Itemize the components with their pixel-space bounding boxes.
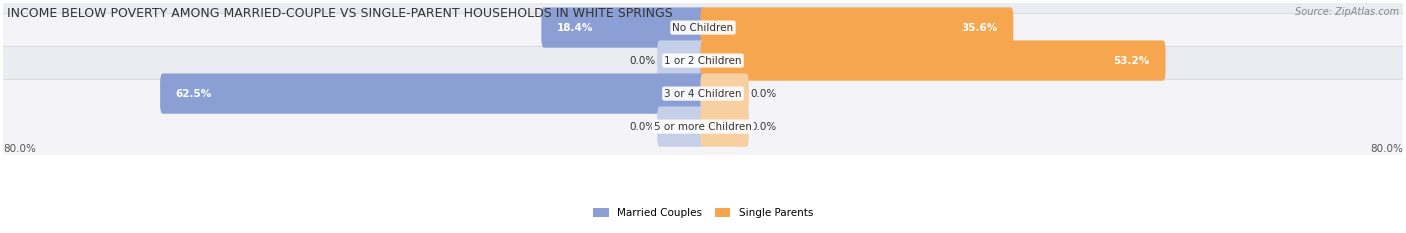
FancyBboxPatch shape <box>0 46 1406 141</box>
FancyBboxPatch shape <box>0 0 1406 75</box>
Text: 62.5%: 62.5% <box>176 89 212 99</box>
FancyBboxPatch shape <box>0 79 1406 174</box>
Text: 0.0%: 0.0% <box>751 122 776 132</box>
FancyBboxPatch shape <box>541 7 706 48</box>
FancyBboxPatch shape <box>700 73 749 114</box>
Text: INCOME BELOW POVERTY AMONG MARRIED-COUPLE VS SINGLE-PARENT HOUSEHOLDS IN WHITE S: INCOME BELOW POVERTY AMONG MARRIED-COUPL… <box>7 7 673 20</box>
Text: 18.4%: 18.4% <box>557 23 593 33</box>
FancyBboxPatch shape <box>0 13 1406 108</box>
FancyBboxPatch shape <box>657 106 706 147</box>
Text: 0.0%: 0.0% <box>751 89 776 99</box>
FancyBboxPatch shape <box>700 106 749 147</box>
Text: No Children: No Children <box>672 23 734 33</box>
Text: 35.6%: 35.6% <box>962 23 998 33</box>
Text: 80.0%: 80.0% <box>1371 144 1403 154</box>
Text: 80.0%: 80.0% <box>3 144 35 154</box>
FancyBboxPatch shape <box>700 41 1166 81</box>
Text: 53.2%: 53.2% <box>1114 56 1150 65</box>
FancyBboxPatch shape <box>160 73 706 114</box>
Text: Source: ZipAtlas.com: Source: ZipAtlas.com <box>1295 7 1399 17</box>
Text: 1 or 2 Children: 1 or 2 Children <box>664 56 742 65</box>
Text: 0.0%: 0.0% <box>630 56 655 65</box>
Legend: Married Couples, Single Parents: Married Couples, Single Parents <box>593 208 813 218</box>
Text: 0.0%: 0.0% <box>630 122 655 132</box>
Text: 5 or more Children: 5 or more Children <box>654 122 752 132</box>
FancyBboxPatch shape <box>700 7 1014 48</box>
FancyBboxPatch shape <box>657 41 706 81</box>
Text: 3 or 4 Children: 3 or 4 Children <box>664 89 742 99</box>
